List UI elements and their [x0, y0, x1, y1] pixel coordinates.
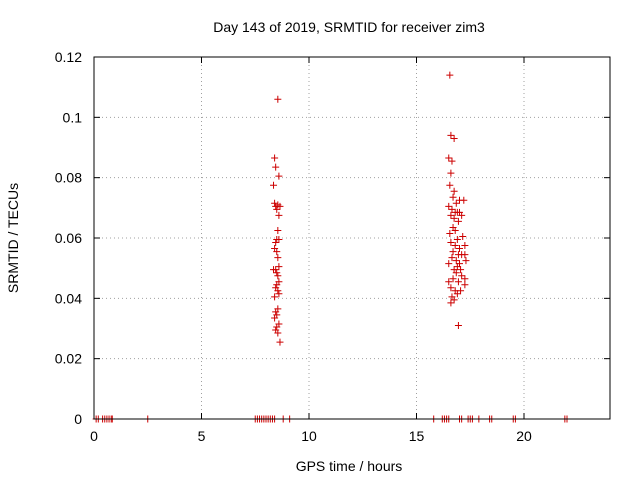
data-point: [445, 278, 453, 286]
data-point: [447, 239, 455, 247]
data-point: [273, 281, 281, 289]
chart-title: Day 143 of 2019, SRMTID for receiver zim…: [213, 19, 485, 35]
data-point: [445, 154, 453, 162]
data-point: [447, 299, 455, 307]
data-point: [450, 214, 458, 222]
data-point: [275, 236, 283, 244]
data-point: [453, 236, 461, 244]
data-point: [458, 272, 466, 280]
data-point: [452, 199, 460, 207]
data-point: [272, 163, 280, 171]
data-point: [447, 131, 455, 139]
data-point: [461, 281, 469, 289]
data-point: [271, 293, 279, 301]
x-axis-label: GPS time / hours: [296, 458, 403, 474]
data-point: [449, 193, 457, 201]
data-point: [446, 229, 454, 237]
data-point: [275, 172, 283, 180]
data-point: [445, 260, 453, 268]
data-point: [270, 181, 278, 189]
data-point: [454, 217, 462, 225]
data-point: [461, 275, 469, 283]
data-point: [448, 205, 456, 213]
data-point: [445, 202, 453, 210]
data-point: [273, 248, 281, 256]
x-tick-label: 5: [198, 428, 206, 444]
data-point: [274, 254, 282, 262]
y-tick-label: 0.04: [55, 290, 82, 306]
data-point: [270, 266, 278, 274]
data-point: [452, 257, 460, 265]
axis-ticks: 0 5 10 15 20 0 0.02 0.04 0.06 0.08 0.1 0.12: [55, 49, 610, 444]
data-point: [461, 242, 469, 250]
data-point: [274, 226, 282, 234]
data-point: [460, 196, 468, 204]
data-point: [275, 263, 283, 271]
data-point: [457, 266, 465, 274]
y-tick-label: 0: [74, 411, 82, 427]
data-point: [274, 272, 282, 280]
data-point: [276, 202, 284, 210]
data-point: [448, 157, 456, 165]
x-tick-label: 10: [301, 428, 317, 444]
data-point: [273, 269, 281, 277]
data-point: [450, 187, 458, 195]
y-tick-label: 0.1: [63, 109, 83, 125]
data-point: [274, 95, 282, 103]
data-point: [271, 154, 279, 162]
data-point: [274, 329, 282, 337]
data-point: [451, 226, 459, 234]
data-point: [273, 205, 281, 213]
data-point: [458, 211, 466, 219]
y-tick-label: 0.08: [55, 170, 82, 186]
data-point: [446, 181, 454, 189]
data-point: [454, 321, 462, 329]
data-point: [271, 199, 279, 207]
grid: [94, 57, 610, 419]
y-axis-label: SRMTID / TECUs: [5, 183, 21, 293]
data-point: [461, 251, 469, 259]
data-point: [275, 290, 283, 298]
x-tick-label: 15: [409, 428, 425, 444]
data-point: [454, 278, 462, 286]
data-point: [271, 314, 279, 322]
data-point: [462, 257, 470, 265]
data-point: [274, 287, 282, 295]
data-point: [447, 211, 455, 219]
data-point: [275, 211, 283, 219]
data-point: [450, 134, 458, 142]
data-point: [446, 71, 454, 79]
y-tick-label: 0.02: [55, 351, 82, 367]
data-points: [92, 71, 571, 423]
x-tick-label: 0: [90, 428, 98, 444]
data-point: [447, 284, 455, 292]
x-tick-label: 20: [516, 428, 532, 444]
data-point: [451, 242, 459, 250]
data-point: [449, 248, 457, 256]
plot-frame: [93, 56, 611, 420]
data-point: [453, 290, 461, 298]
data-point: [273, 323, 281, 331]
data-point: [448, 254, 456, 262]
data-point: [449, 275, 457, 283]
data-point: [276, 338, 284, 346]
data-point: [452, 269, 460, 277]
y-tick-label: 0.12: [55, 49, 82, 65]
data-point: [456, 245, 463, 253]
data-point: [457, 287, 465, 295]
data-point: [453, 263, 461, 271]
data-point: [447, 169, 455, 177]
data-point: [459, 232, 467, 240]
y-tick-label: 0.06: [55, 230, 82, 246]
data-point: [272, 239, 280, 247]
data-point: [450, 296, 458, 304]
data-point: [272, 308, 280, 316]
